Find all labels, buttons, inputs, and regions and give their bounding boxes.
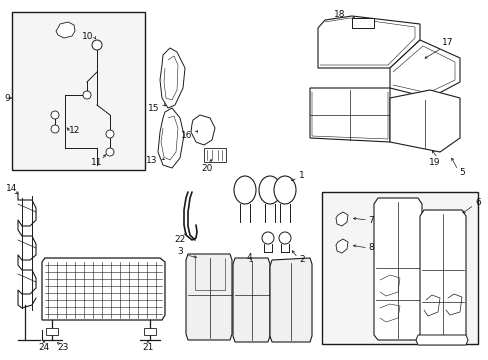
Ellipse shape: [273, 176, 295, 204]
Polygon shape: [415, 335, 467, 345]
Circle shape: [92, 40, 102, 50]
Text: 4: 4: [246, 253, 252, 262]
Text: 23: 23: [57, 343, 68, 352]
Text: 3: 3: [177, 248, 183, 256]
Polygon shape: [191, 115, 215, 145]
Bar: [143, 328, 156, 335]
Bar: [12, 12, 145, 170]
Text: 13: 13: [145, 156, 157, 165]
Circle shape: [83, 91, 91, 99]
Text: 1: 1: [299, 171, 304, 180]
Polygon shape: [309, 88, 389, 142]
Circle shape: [51, 111, 59, 119]
Circle shape: [106, 148, 114, 156]
Text: 2: 2: [299, 256, 304, 265]
Text: 9: 9: [4, 94, 10, 103]
Polygon shape: [419, 210, 465, 342]
Bar: [351, 18, 373, 28]
Text: 14: 14: [6, 184, 18, 193]
Circle shape: [51, 125, 59, 133]
Bar: [46, 328, 58, 335]
Polygon shape: [317, 16, 419, 68]
Circle shape: [106, 130, 114, 138]
Ellipse shape: [259, 176, 281, 204]
Text: 11: 11: [91, 158, 102, 166]
Text: 24: 24: [38, 343, 49, 352]
Polygon shape: [160, 48, 184, 108]
Polygon shape: [185, 254, 231, 340]
Ellipse shape: [234, 176, 256, 204]
Text: 18: 18: [334, 9, 345, 18]
Text: 5: 5: [458, 167, 464, 176]
Polygon shape: [56, 22, 75, 38]
Text: 10: 10: [82, 32, 94, 41]
Text: 21: 21: [142, 343, 153, 352]
Text: 12: 12: [69, 126, 81, 135]
Text: 19: 19: [428, 158, 440, 166]
Polygon shape: [389, 40, 459, 98]
Polygon shape: [232, 258, 269, 342]
Text: 22: 22: [174, 235, 185, 244]
Polygon shape: [158, 108, 183, 168]
Circle shape: [262, 232, 273, 244]
Text: 8: 8: [367, 243, 373, 252]
Polygon shape: [373, 198, 421, 340]
Text: 15: 15: [147, 104, 159, 112]
Polygon shape: [335, 239, 347, 253]
Text: 20: 20: [201, 163, 212, 172]
Polygon shape: [42, 258, 164, 320]
Polygon shape: [389, 90, 459, 152]
Text: 16: 16: [180, 131, 192, 140]
Bar: [321, 192, 477, 344]
Polygon shape: [335, 212, 347, 226]
Bar: [203, 148, 225, 162]
Circle shape: [279, 232, 290, 244]
Text: 17: 17: [441, 37, 453, 46]
Text: 7: 7: [367, 216, 373, 225]
Text: 6: 6: [474, 198, 480, 207]
Polygon shape: [269, 258, 311, 342]
